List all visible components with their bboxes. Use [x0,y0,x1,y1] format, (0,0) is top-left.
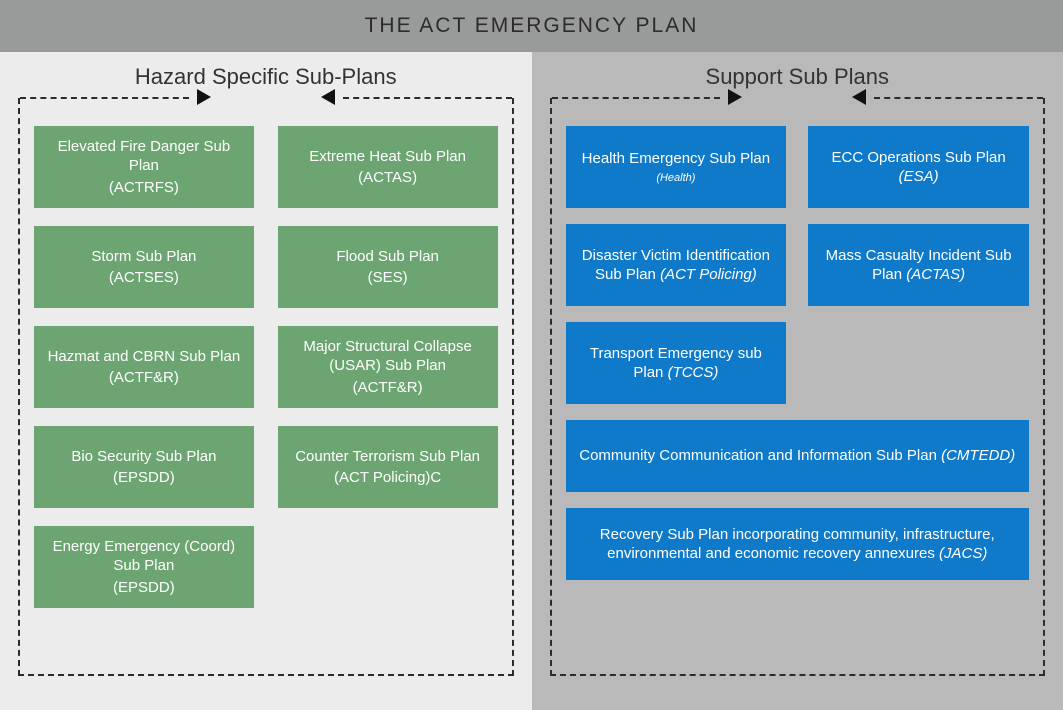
hazard-box: Bio Security Sub Plan (EPSDD) [34,426,254,508]
box-agency: (SES) [368,268,408,288]
box-title: Bio Security Sub Plan [71,447,216,467]
box-agency: (ACTRFS) [109,178,179,198]
hazard-box: Counter Terrorism Sub Plan (ACT Policing… [278,426,498,508]
support-heading: Support Sub Plans [550,64,1046,90]
box-title: Community Communication and Information … [579,446,1015,466]
support-box: Disaster Victim Identification Sub Plan … [566,224,787,306]
hazard-box: Flood Sub Plan (SES) [278,226,498,308]
support-grid: Health Emergency Sub Plan (Health) ECC O… [566,126,1030,580]
box-agency: (ACTSES) [109,268,179,288]
box-title: Health Emergency Sub Plan [582,149,770,169]
box-agency: (ACTF&R) [109,368,179,388]
support-dashed-box: Health Emergency Sub Plan (Health) ECC O… [550,98,1046,676]
hazard-box: Storm Sub Plan (ACTSES) [34,226,254,308]
panels-container: Hazard Specific Sub-Plans Elevated Fire … [0,52,1063,710]
arrow-left-icon [321,89,335,105]
box-title: Elevated Fire Danger Sub Plan [44,137,244,176]
box-agency: (ACTF&R) [353,378,423,398]
hazard-grid: Elevated Fire Danger Sub Plan (ACTRFS) E… [34,126,498,608]
box-agency: (CMTEDD) [941,447,1015,464]
box-title: Major Structural Collapse (USAR) Sub Pla… [288,337,488,376]
box-title: Extreme Heat Sub Plan [309,147,466,167]
box-agency: (JACS) [939,545,987,562]
support-box-wide: Recovery Sub Plan incorporating communit… [566,508,1030,580]
support-box: ECC Operations Sub Plan (ESA) [808,126,1029,208]
support-box: Transport Emergency sub Plan (TCCS) [566,322,787,404]
support-box: Mass Casualty Incident Sub Plan (ACTAS) [808,224,1029,306]
arrow-right-icon [197,89,211,105]
box-title: Energy Emergency (Coord) Sub Plan [44,537,244,576]
box-title: Disaster Victim Identification Sub Plan … [576,246,777,285]
box-title: Counter Terrorism Sub Plan [295,447,480,467]
box-title: Storm Sub Plan [91,247,196,267]
title-bar: THE ACT EMERGENCY PLAN [0,0,1063,52]
hazard-box: Energy Emergency (Coord) Sub Plan (EPSDD… [34,526,254,608]
support-panel: Support Sub Plans Health Emergency Sub P… [532,52,1063,710]
box-title: Mass Casualty Incident Sub Plan (ACTAS) [818,246,1019,285]
box-agency: (ACT Policing) [660,266,757,283]
arrow-right-icon [728,89,742,105]
box-title: Transport Emergency sub Plan (TCCS) [576,344,777,383]
hazard-box: Extreme Heat Sub Plan (ACTAS) [278,126,498,208]
box-title: Recovery Sub Plan incorporating communit… [576,525,1020,564]
box-agency: (TCCS) [668,364,719,381]
box-agency: (ACTAS) [358,168,417,188]
box-agency: (ACT Policing)C [334,468,441,488]
box-title: Flood Sub Plan [336,247,439,267]
hazard-box: Elevated Fire Danger Sub Plan (ACTRFS) [34,126,254,208]
hazard-box: Major Structural Collapse (USAR) Sub Pla… [278,326,498,408]
hazard-box: Hazmat and CBRN Sub Plan (ACTF&R) [34,326,254,408]
box-agency: (EPSDD) [113,578,175,598]
support-box-wide: Community Communication and Information … [566,420,1030,492]
box-agency: (EPSDD) [113,468,175,488]
hazard-panel: Hazard Specific Sub-Plans Elevated Fire … [0,52,532,710]
page-title: THE ACT EMERGENCY PLAN [365,14,699,37]
box-title: ECC Operations Sub Plan (ESA) [818,148,1019,187]
hazard-heading: Hazard Specific Sub-Plans [18,64,514,90]
box-agency: (Health) [656,171,695,185]
support-box: Health Emergency Sub Plan (Health) [566,126,787,208]
box-agency: (ACTAS) [906,266,965,283]
hazard-dashed-box: Elevated Fire Danger Sub Plan (ACTRFS) E… [18,98,514,676]
box-title: Hazmat and CBRN Sub Plan [48,347,241,367]
arrow-left-icon [852,89,866,105]
box-agency: (ESA) [899,168,939,185]
